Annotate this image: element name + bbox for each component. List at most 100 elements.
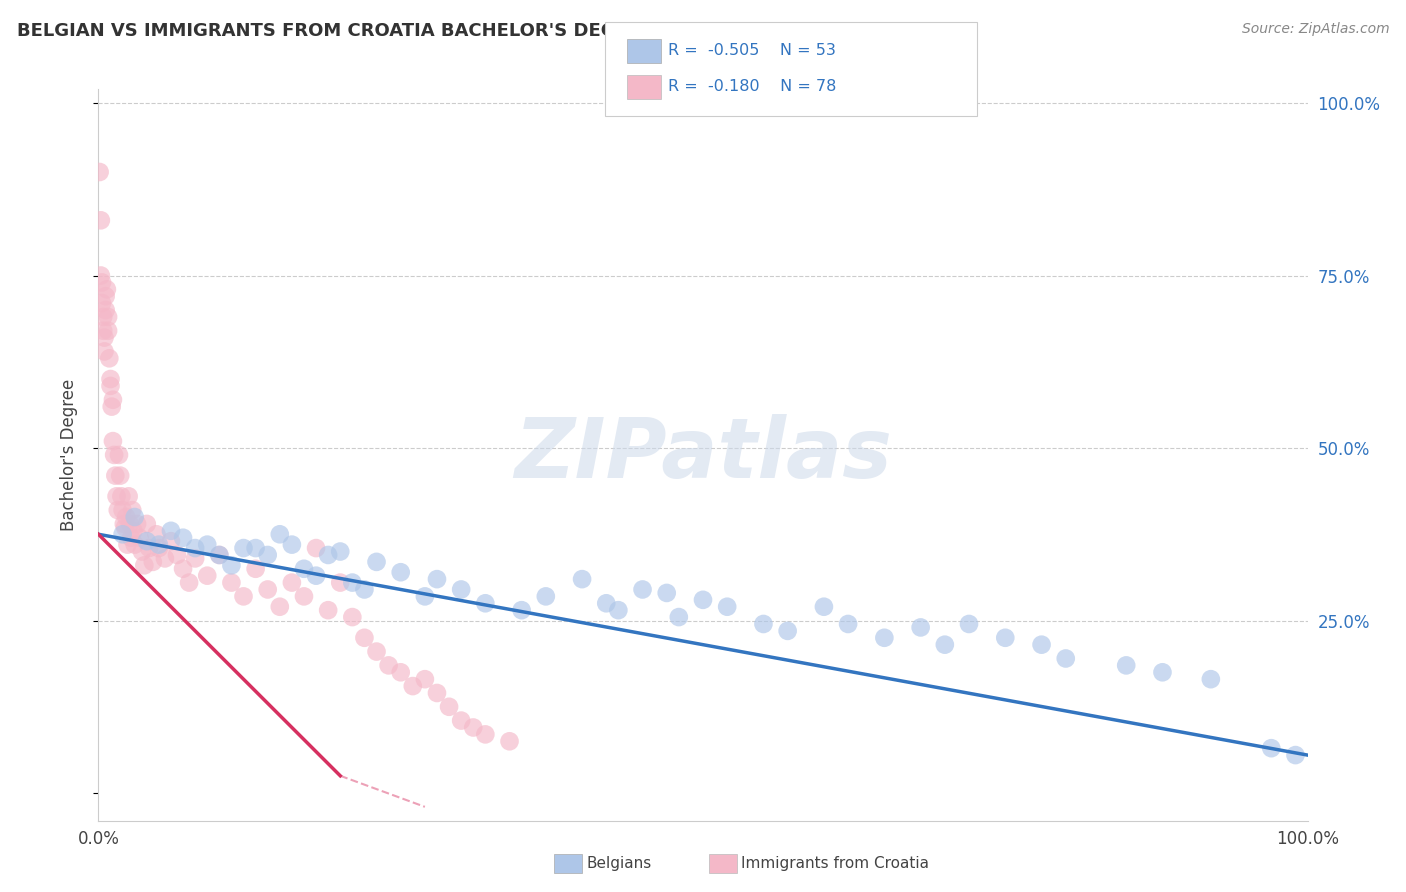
- Point: [103, 448, 125, 462]
- Point: [1199, 672, 1222, 686]
- Point: [342, 610, 364, 624]
- Point: [96, 282, 118, 296]
- Point: [463, 721, 485, 735]
- Point: [413, 672, 436, 686]
- Point: [366, 555, 388, 569]
- Point: [934, 638, 956, 652]
- Point: [112, 516, 135, 531]
- Point: [413, 590, 436, 604]
- Text: Belgians: Belgians: [586, 856, 651, 871]
- Point: [153, 551, 176, 566]
- Point: [221, 575, 243, 590]
- Point: [474, 727, 496, 741]
- Point: [100, 372, 122, 386]
- Point: [1284, 748, 1306, 763]
- Point: [450, 582, 472, 597]
- Point: [184, 541, 207, 555]
- Point: [595, 596, 617, 610]
- Point: [232, 541, 254, 555]
- Point: [148, 541, 170, 555]
- Text: Source: ZipAtlas.com: Source: ZipAtlas.com: [1241, 22, 1389, 37]
- Point: [138, 541, 160, 555]
- Point: [108, 468, 131, 483]
- Y-axis label: Bachelor's Degree: Bachelor's Degree: [59, 379, 77, 531]
- Point: [353, 582, 375, 597]
- Point: [813, 599, 835, 614]
- Point: [450, 714, 472, 728]
- Point: [148, 538, 170, 552]
- Point: [437, 699, 460, 714]
- Point: [135, 516, 157, 531]
- Point: [752, 617, 775, 632]
- Point: [145, 527, 167, 541]
- Point: [269, 527, 291, 541]
- Point: [1115, 658, 1137, 673]
- Point: [837, 617, 859, 632]
- Point: [90, 213, 112, 227]
- Point: [305, 541, 328, 555]
- Point: [89, 165, 111, 179]
- Point: [117, 538, 139, 552]
- Point: [118, 489, 141, 503]
- Point: [510, 603, 533, 617]
- Point: [93, 344, 115, 359]
- Point: [655, 586, 678, 600]
- Point: [93, 330, 115, 344]
- Point: [208, 548, 231, 562]
- Point: [160, 534, 183, 549]
- Point: [160, 524, 183, 538]
- Point: [305, 568, 328, 582]
- Point: [107, 503, 129, 517]
- Point: [377, 658, 399, 673]
- Point: [329, 575, 352, 590]
- Point: [353, 631, 375, 645]
- Point: [195, 568, 218, 582]
- Point: [389, 566, 412, 580]
- Point: [256, 548, 278, 562]
- Point: [111, 527, 134, 541]
- Point: [94, 289, 117, 303]
- Point: [131, 544, 153, 558]
- Point: [366, 644, 388, 658]
- Point: [281, 538, 304, 552]
- Text: Immigrants from Croatia: Immigrants from Croatia: [741, 856, 929, 871]
- Point: [342, 575, 364, 590]
- Point: [426, 572, 449, 586]
- Point: [98, 351, 121, 366]
- Point: [269, 599, 291, 614]
- Point: [97, 310, 120, 324]
- Point: [105, 489, 128, 503]
- Point: [329, 544, 352, 558]
- Point: [100, 400, 122, 414]
- Point: [101, 392, 124, 407]
- Text: R =  -0.180    N = 78: R = -0.180 N = 78: [668, 79, 837, 94]
- Point: [110, 489, 132, 503]
- Text: BELGIAN VS IMMIGRANTS FROM CROATIA BACHELOR'S DEGREE CORRELATION CHART: BELGIAN VS IMMIGRANTS FROM CROATIA BACHE…: [17, 22, 875, 40]
- Point: [1152, 665, 1174, 680]
- Point: [195, 538, 218, 552]
- Point: [118, 516, 141, 531]
- Point: [1054, 651, 1077, 665]
- Point: [957, 617, 980, 632]
- Point: [668, 610, 690, 624]
- Point: [104, 468, 127, 483]
- Text: R =  -0.505    N = 53: R = -0.505 N = 53: [668, 44, 835, 58]
- Point: [122, 524, 145, 538]
- Point: [607, 603, 630, 617]
- Point: [114, 520, 136, 534]
- Point: [631, 582, 654, 597]
- Point: [389, 665, 412, 680]
- Point: [97, 324, 120, 338]
- Point: [1260, 741, 1282, 756]
- Point: [256, 582, 278, 597]
- Point: [281, 575, 304, 590]
- Point: [221, 558, 243, 573]
- Point: [121, 503, 143, 517]
- Point: [172, 562, 194, 576]
- Point: [166, 548, 188, 562]
- Text: ZIPatlas: ZIPatlas: [515, 415, 891, 495]
- Point: [142, 555, 165, 569]
- Point: [100, 379, 122, 393]
- Point: [91, 310, 114, 324]
- Point: [91, 296, 114, 310]
